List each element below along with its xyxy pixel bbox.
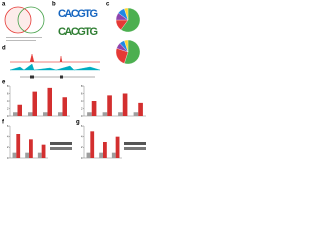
y-tick-label: 0 bbox=[81, 156, 83, 160]
panel-label: a bbox=[2, 2, 6, 8]
bar bbox=[41, 144, 46, 158]
y-tick-label: 4 bbox=[7, 99, 9, 103]
panel-label: c bbox=[106, 2, 110, 8]
y-tick-label: 6 bbox=[7, 124, 9, 128]
y-tick-label: 8 bbox=[81, 84, 83, 88]
y-tick-label: 0 bbox=[81, 114, 83, 118]
blot-band bbox=[50, 147, 72, 150]
bar bbox=[138, 102, 143, 116]
y-tick-label: 4 bbox=[7, 134, 9, 138]
text-line bbox=[6, 40, 36, 41]
bar bbox=[133, 112, 139, 116]
bar bbox=[28, 112, 33, 116]
bar bbox=[90, 131, 95, 158]
bar bbox=[47, 87, 52, 116]
bar bbox=[99, 152, 103, 158]
bar bbox=[37, 152, 42, 158]
exon bbox=[60, 75, 63, 79]
y-tick-label: 4 bbox=[81, 134, 83, 138]
bar bbox=[43, 112, 48, 116]
bar bbox=[86, 152, 91, 158]
bar bbox=[17, 104, 22, 116]
y-tick-label: 0 bbox=[7, 156, 9, 160]
bar bbox=[122, 93, 128, 116]
y-tick-label: 6 bbox=[81, 124, 83, 128]
panel-label: f bbox=[2, 120, 5, 126]
blot-band bbox=[124, 147, 146, 150]
y-tick-label: 2 bbox=[7, 145, 9, 149]
panel-label: b bbox=[52, 2, 56, 8]
bar bbox=[103, 142, 107, 158]
exon bbox=[30, 75, 34, 79]
panel-label: g bbox=[76, 120, 80, 126]
bar bbox=[25, 152, 29, 158]
track-signal bbox=[10, 53, 100, 63]
bar bbox=[13, 112, 18, 116]
panel-label: d bbox=[2, 46, 6, 52]
y-tick-label: 4 bbox=[81, 99, 83, 103]
bar bbox=[91, 101, 97, 116]
motif-logo: CACGTG bbox=[58, 8, 98, 20]
bar bbox=[87, 112, 92, 116]
venn-circle bbox=[17, 6, 45, 34]
bar bbox=[29, 139, 33, 158]
track-signal bbox=[9, 63, 101, 71]
y-tick-label: 2 bbox=[81, 145, 83, 149]
y-tick-label: 0 bbox=[7, 114, 9, 118]
bar bbox=[62, 97, 67, 116]
bar bbox=[107, 95, 112, 116]
y-tick-label: 2 bbox=[7, 106, 9, 110]
bar bbox=[58, 112, 63, 116]
pie-slice bbox=[120, 7, 141, 33]
bar bbox=[102, 112, 108, 116]
bar bbox=[16, 134, 21, 158]
motif-logo: CACGTG bbox=[58, 26, 98, 38]
bar bbox=[118, 112, 123, 116]
pie-slice bbox=[124, 7, 129, 21]
blot-band bbox=[124, 142, 146, 145]
blot-band bbox=[50, 142, 72, 145]
pie-slice bbox=[124, 39, 141, 65]
y-tick-label: 6 bbox=[7, 91, 9, 95]
text-line bbox=[6, 37, 42, 38]
bar bbox=[111, 152, 116, 158]
bar bbox=[115, 136, 120, 158]
y-tick-label: 2 bbox=[81, 106, 83, 110]
y-tick-label: 8 bbox=[7, 84, 9, 88]
bar bbox=[12, 152, 17, 158]
y-tick-label: 6 bbox=[81, 91, 83, 95]
bar bbox=[32, 91, 37, 116]
pie-slice bbox=[124, 39, 129, 53]
panel-label: e bbox=[2, 80, 6, 86]
